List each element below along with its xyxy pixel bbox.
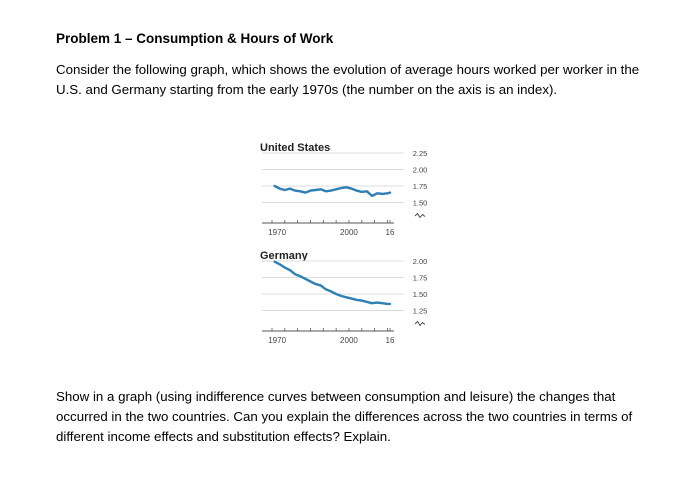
- problem-title: Problem 1 – Consumption & Hours of Work: [56, 31, 334, 46]
- de-x-tick-label: 1970: [268, 336, 286, 345]
- de-y-tick-label: 1.25: [413, 307, 428, 316]
- us-x-tick-label: 1970: [268, 228, 286, 237]
- de-y-tick-label: 1.50: [413, 290, 428, 299]
- us-x-tick-label: 2000: [340, 228, 358, 237]
- intro-paragraph: Consider the following graph, which show…: [56, 62, 640, 97]
- de-hours-line: [273, 260, 392, 306]
- us-y-tick-label: 2.00: [413, 166, 428, 175]
- de-panel: Germany 2.00 1.75 1.50 1.25 1970 2000 16: [260, 250, 427, 345]
- de-y-tick-label: 1.75: [413, 274, 428, 283]
- us-axis-break-icon: [414, 212, 426, 219]
- us-panel: United States 2.25 2.00 1.75 1.50 1970 2000 16: [260, 142, 427, 237]
- de-x-tick-label: 16: [386, 336, 395, 345]
- us-y-tick-label: 1.75: [413, 182, 428, 191]
- question-paragraph: Show in a graph (using indifference curv…: [56, 389, 633, 444]
- us-y-tick-label: 1.50: [413, 199, 428, 208]
- us-chart-title: United States: [260, 142, 330, 154]
- de-axis-break-icon: [414, 320, 426, 327]
- de-chart-title: Germany: [260, 250, 309, 262]
- us-y-tick-label: 2.25: [413, 149, 428, 158]
- us-x-tick-label: 16: [386, 228, 395, 237]
- hours-worked-figure: United States 2.25 2.00 1.75 1.50 1970 2000 16 G…: [258, 138, 443, 350]
- de-y-tick-label: 2.00: [413, 257, 428, 266]
- us-hours-line: [273, 184, 392, 198]
- de-x-tick-label: 2000: [340, 336, 358, 345]
